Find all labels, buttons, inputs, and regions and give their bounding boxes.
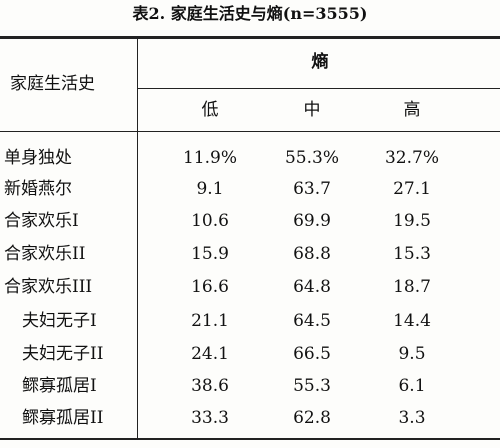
- row-label: 夫妇无子II: [22, 344, 104, 364]
- row-label: 夫妇无子I: [22, 311, 97, 331]
- cell: 9.5: [398, 344, 426, 364]
- cell: 11.9%: [182, 148, 238, 168]
- cell: 55.3%: [284, 148, 340, 168]
- cell: 10.6: [191, 211, 229, 231]
- rule-bottom: [0, 438, 500, 440]
- cell: 19.5: [393, 211, 431, 231]
- cell: 64.5: [293, 311, 331, 331]
- cell: 9.1: [196, 179, 224, 199]
- cell: 38.6: [191, 376, 229, 396]
- row-header: 家庭生活史: [10, 74, 95, 94]
- row-label: 鳏寡孤居I: [22, 376, 97, 396]
- cell: 6.1: [398, 376, 426, 396]
- cell: 21.1: [191, 311, 229, 331]
- rule-header: [0, 131, 500, 132]
- row-label: 合家欢乐II: [4, 244, 86, 264]
- cell: 33.3: [191, 408, 229, 428]
- cell: 16.6: [191, 277, 229, 297]
- column-header: 低: [201, 100, 219, 120]
- group-header: 熵: [311, 52, 329, 72]
- cell: 15.9: [191, 244, 229, 264]
- cell: 66.5: [293, 344, 331, 364]
- rule-group: [137, 88, 500, 89]
- cell: 15.3: [393, 244, 431, 264]
- cell: 32.7%: [384, 148, 440, 168]
- table-title: 表2. 家庭生活史与熵(n=3555): [132, 4, 368, 23]
- row-label: 单身独处: [4, 148, 72, 168]
- cell: 68.8: [293, 244, 331, 264]
- row-label: 鳏寡孤居II: [22, 408, 104, 428]
- cell: 64.8: [293, 277, 331, 297]
- row-label: 新婚燕尔: [4, 179, 72, 199]
- cell: 24.1: [191, 344, 229, 364]
- column-divider: [137, 39, 138, 439]
- cell: 3.3: [398, 408, 426, 428]
- cell: 14.4: [393, 311, 431, 331]
- column-header: 中: [303, 100, 321, 120]
- cell: 63.7: [293, 179, 331, 199]
- row-label: 合家欢乐I: [4, 211, 79, 231]
- cell: 62.8: [293, 408, 331, 428]
- rule-top: [0, 36, 500, 39]
- cell: 18.7: [393, 277, 431, 297]
- cell: 27.1: [393, 179, 431, 199]
- row-label: 合家欢乐III: [4, 277, 93, 297]
- cell: 55.3: [293, 376, 331, 396]
- cell: 69.9: [293, 211, 331, 231]
- column-header: 高: [403, 100, 421, 120]
